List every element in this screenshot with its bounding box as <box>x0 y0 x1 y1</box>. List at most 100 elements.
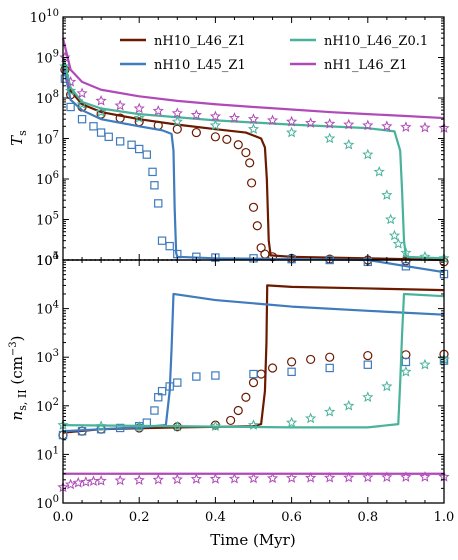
legend-label-nh10-l46-z1: nH10_L46_Z1 <box>154 34 246 49</box>
bottom-y-tick-label: 101 <box>36 445 59 463</box>
bottom-point-nh1-l46-z1 <box>285 472 298 483</box>
top-point-nh1-l46-z1 <box>324 117 336 129</box>
bottom-point-nh10-l46-z0-1 <box>209 420 222 431</box>
bottom-point-nh10-l45-z1 <box>157 386 167 396</box>
bottom-point-nh10-l45-z1 <box>249 369 258 379</box>
top-point-nh10-l46-z1 <box>191 127 201 138</box>
bottom-point-nh10-l45-z1 <box>192 372 201 381</box>
bottom-series-nh1-l46-z1 <box>57 470 450 493</box>
legend-entry-nh10-l46-z1: nH10_L46_Z1 <box>120 34 246 49</box>
top-point-nh1-l46-z1 <box>133 102 145 114</box>
top-y-tick-label: 105 <box>36 211 59 229</box>
bottom-point-nh10-l46-z0-1 <box>305 412 317 424</box>
legend-entry-nh10-l45-z1: nH10_L45_Z1 <box>120 58 246 73</box>
bottom-line-nh10-l46-z0-1 <box>62 292 445 429</box>
top-line-nh1-l46-z1 <box>61 37 445 120</box>
top-point-nh1-l46-z1 <box>76 87 88 99</box>
x-tick-label: 0.6 <box>281 510 302 525</box>
top-point-nh10-l46-z1 <box>241 147 251 158</box>
bottom-point-nh10-l46-z0-1 <box>362 391 374 403</box>
legend-entry-nh10-l46-z0-1: nH10_L46_Z0.1 <box>290 34 428 49</box>
top-line-nh10-l45-z1 <box>61 63 445 274</box>
bottom-y-tick-label: 104 <box>36 300 59 318</box>
bottom-point-nh10-l45-z1 <box>173 378 182 387</box>
bottom-point-nh1-l46-z1 <box>152 473 164 485</box>
top-point-nh10-l46-z0-1 <box>247 123 260 134</box>
bottom-point-nh1-l46-z1 <box>266 472 279 484</box>
bottom-point-nh1-l46-z1 <box>95 474 107 486</box>
bottom-point-nh10-l46-z0-1 <box>285 416 298 428</box>
bottom-point-nh10-l45-z1 <box>287 367 296 377</box>
x-tick-label: 1.0 <box>434 510 455 525</box>
top-point-nh1-l46-z1 <box>362 119 374 131</box>
top-point-nh10-l46-z0-1 <box>381 189 393 200</box>
top-point-nh10-l46-z0-1 <box>385 213 397 225</box>
top-point-nh10-l46-z0-1 <box>392 237 404 249</box>
top-point-nh1-l46-z1 <box>65 75 77 87</box>
top-point-nh1-l46-z1 <box>114 99 126 111</box>
top-point-nh10-l45-z1 <box>142 150 152 159</box>
top-point-nh1-l46-z1 <box>343 118 355 130</box>
top-y-axis-label-subscript: s <box>16 130 29 136</box>
bottom-y-tick-label: 102 <box>36 397 59 415</box>
bottom-point-nh10-l46-z1 <box>248 378 259 388</box>
top-point-nh10-l45-z1 <box>77 114 87 124</box>
top-point-nh10-l45-z1 <box>115 137 125 146</box>
top-point-nh10-l45-z1 <box>157 236 167 245</box>
bottom-point-nh10-l46-z1 <box>241 392 251 402</box>
top-point-nh1-l46-z1 <box>171 107 183 119</box>
x-tick-label: 0.8 <box>357 510 378 525</box>
bottom-y-axis-label-unit-close: ) <box>8 336 26 342</box>
top-point-nh10-l45-z1 <box>154 199 163 208</box>
top-point-nh10-l45-z1 <box>66 102 75 112</box>
bottom-point-nh1-l46-z1 <box>247 472 260 484</box>
top-y-tick-label: 107 <box>36 130 59 148</box>
legend-label-nh10-l45-z1: nH10_L45_Z1 <box>154 58 246 73</box>
top-point-nh10-l45-z1 <box>148 167 157 177</box>
top-point-nh10-l45-z1 <box>104 132 113 142</box>
top-line-nh10-l46-z1 <box>61 57 445 262</box>
bottom-y-axis-label-unit: (cm <box>8 356 26 389</box>
bottom-y-axis-label-subscript: s, II <box>16 389 29 410</box>
bottom-series-nh10-l46-z0-1 <box>57 292 450 432</box>
bottom-point-nh1-l46-z1 <box>209 473 222 484</box>
top-series-group <box>59 37 450 279</box>
top-point-nh10-l46-z0-1 <box>171 115 183 127</box>
top-point-nh10-l46-z0-1 <box>133 112 145 123</box>
top-point-nh10-l45-z1 <box>89 122 98 131</box>
top-point-nh1-l46-z1 <box>209 110 222 122</box>
top-point-nh10-l46-z0-1 <box>285 126 298 138</box>
top-point-nh1-l46-z1 <box>285 115 298 127</box>
legend-entry-nh1-l46-z1: nH1_L46_Z1 <box>290 58 407 73</box>
bottom-point-nh10-l46-z0-1 <box>324 405 336 417</box>
bottom-point-nh10-l46-z0-1 <box>381 380 393 392</box>
bottom-point-nh1-l46-z1 <box>305 472 317 483</box>
top-point-nh10-l46-z0-1 <box>373 165 385 177</box>
bottom-line-nh10-l46-z1 <box>62 284 445 434</box>
x-tick-label: 0.2 <box>129 510 150 525</box>
bottom-point-nh1-l46-z1 <box>362 471 374 483</box>
top-point-nh10-l46-z0-1 <box>209 119 222 131</box>
bottom-point-nh1-l46-z1 <box>343 471 355 483</box>
top-point-nh1-l46-z1 <box>95 94 107 106</box>
legend-label-nh1-l46-z1: nH1_L46_Z1 <box>324 58 407 73</box>
top-point-nh10-l46-z0-1 <box>95 106 107 117</box>
top-point-nh10-l46-z0-1 <box>388 229 401 241</box>
top-point-nh1-l46-z1 <box>190 109 202 120</box>
bottom-point-nh10-l46-z1 <box>306 354 316 365</box>
top-point-nh10-l46-z1 <box>245 158 255 168</box>
top-point-nh10-l46-z0-1 <box>324 132 336 144</box>
bottom-y-tick-label: 105 <box>36 251 59 269</box>
top-y-tick-label: 108 <box>36 89 59 107</box>
x-tick-label: 0.4 <box>205 510 226 525</box>
bottom-point-nh10-l46-z0-1 <box>419 358 431 370</box>
bottom-y-axis-label-base: n <box>8 411 26 421</box>
top-point-nh10-l46-z0-1 <box>362 148 374 160</box>
bottom-point-nh10-l45-z1 <box>363 360 373 369</box>
bottom-point-nh1-l46-z1 <box>65 478 77 490</box>
top-point-nh10-l45-z1 <box>96 128 106 137</box>
top-y-axis-label: Ts <box>8 130 29 146</box>
